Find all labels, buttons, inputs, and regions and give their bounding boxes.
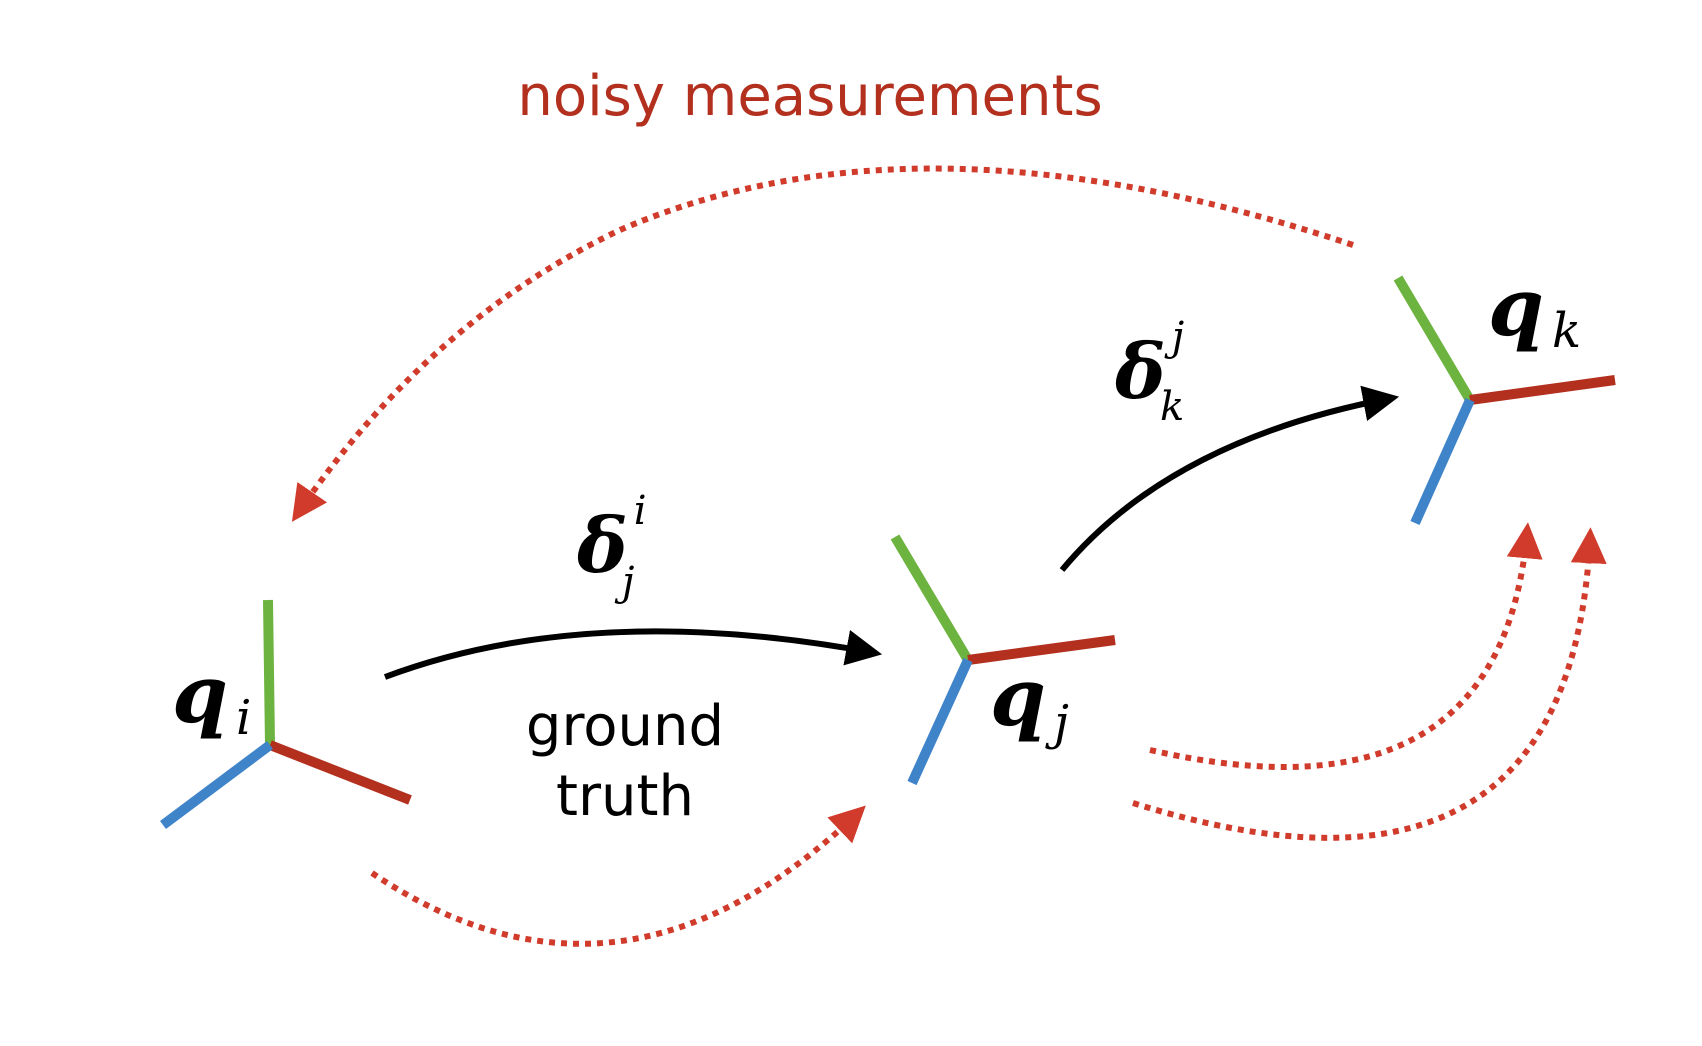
label-qi: q i xyxy=(172,647,251,746)
axis-blue xyxy=(1410,397,1475,526)
axis-red xyxy=(967,635,1116,665)
axis-red xyxy=(268,740,412,805)
axis-blue xyxy=(907,657,973,786)
title: noisy measurements xyxy=(517,64,1102,129)
ground-truth-label-line2: truth xyxy=(556,764,694,829)
frame-qj xyxy=(890,534,1116,786)
frame-qi xyxy=(160,599,412,830)
ground-truth-arrow-ij xyxy=(383,628,883,680)
axis-blue xyxy=(160,740,273,830)
noisy-arrow-jk-1 xyxy=(1149,522,1543,770)
axis-red xyxy=(1469,375,1616,405)
axis-green xyxy=(263,599,275,746)
frame-qk xyxy=(1393,275,1616,526)
ground-truth-arrow-jk xyxy=(1059,385,1400,572)
noisy-arrow-jk-2 xyxy=(1132,527,1607,841)
label-delta-jk: δ j xyxy=(1114,314,1184,416)
noisy-arrow-ij xyxy=(370,805,866,947)
label-qk: q k xyxy=(1488,260,1581,359)
axis-green xyxy=(890,534,973,663)
axis-green xyxy=(1393,275,1475,403)
label-delta-jk-sub: k xyxy=(1160,384,1184,430)
label-delta-ij: δ i xyxy=(576,488,647,590)
label-qj: q j xyxy=(990,650,1069,751)
ground-truth-label-line1: ground xyxy=(526,694,724,759)
